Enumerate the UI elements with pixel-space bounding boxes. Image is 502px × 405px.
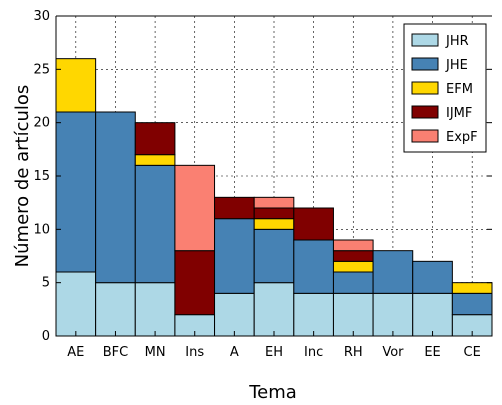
legend-swatch-ijmf [411,105,439,119]
bar-segment-jhr-eh [253,282,295,337]
bars [55,58,493,337]
bar-segment-jhe-vor [372,250,414,294]
y-tick-label: 30 [33,9,50,24]
legend-label-expf: ExpF [446,130,478,145]
bar-segment-expf-eh [253,196,295,209]
bar-segment-ijmf-inc [293,207,334,241]
x-tick-label-rh: RH [344,345,363,360]
y-tick-label: 25 [33,62,50,77]
y-tick-label: 0 [42,329,50,344]
x-axis-label: Tema [248,382,297,403]
bar-segment-ijmf-ins [174,250,216,316]
legend-label-jhr: JHR [445,34,469,49]
bar-segment-expf-rh [332,239,374,252]
bar-segment-efm-mn [134,154,176,166]
x-tick-label-eh: EH [265,345,283,360]
bar-segment-jhe-eh [253,228,295,284]
y-tick-label: 5 [42,276,50,291]
bar-segment-expf-ins [174,164,216,252]
bar-segment-ijmf-rh [332,250,374,262]
bar-segment-ijmf-eh [253,207,295,220]
bar-segment-ijmf-mn [134,122,176,156]
legend-swatch-jhe [411,57,439,71]
bar-segment-jhr-ae [55,271,97,337]
x-tick-label-bfc: BFC [103,345,128,360]
bar-segment-jhe-ce [451,292,493,316]
bar-segment-efm-rh [332,260,374,273]
bar-segment-jhr-mn [134,282,176,337]
legend-label-efm: EFM [446,82,473,97]
axes [55,15,492,337]
bar-segment-jhr-rh [332,292,374,337]
legend-swatch-efm [411,81,439,95]
x-tick-label-ce: CE [464,345,481,360]
x-tick-label-vor: Vor [382,345,404,360]
x-tick-label-mn: MN [145,345,166,360]
bar-segment-jhr-a [214,292,255,337]
x-tick-label-ee: EE [424,345,440,360]
legend-swatch-expf [411,129,439,143]
bar-segment-efm-ce [451,282,493,294]
bar-segment-jhr-ee [412,292,453,337]
bar-segment-jhe-ee [412,260,453,294]
bar-segment-ijmf-a [214,196,255,220]
legend-swatch-jhr [411,33,439,47]
x-tick-label-a: A [230,345,239,360]
x-tick-label-inc: Inc [304,345,323,360]
bar-segment-jhe-inc [293,239,334,294]
bar-segment-jhe-bfc [95,111,136,284]
bar-segment-jhr-vor [372,292,414,337]
bar-segment-jhr-bfc [95,282,136,337]
bar-segment-jhe-ae [55,111,97,273]
bar-segment-jhe-a [214,218,255,294]
legend: JHR JHE EFM IJMF ExpF [403,23,487,153]
bar-segment-jhr-inc [293,292,334,337]
tick-labels: 0 5 10 15 20 25 30 AE BFC MN Ins A EH Inc RH Vor EE CE [33,9,480,360]
y-tick-label: 15 [33,169,50,184]
bar-segment-jhe-rh [332,271,374,294]
y-tick-label: 10 [33,222,50,237]
bar-segment-efm-eh [253,218,295,230]
legend-label-ijmf: IJMF [446,106,472,121]
x-tick-label-ae: AE [67,345,84,360]
bar-segment-jhe-mn [134,164,176,284]
bar-segment-efm-ae [55,58,97,113]
legend-label-jhe: JHE [445,58,468,73]
y-axis-label: Número de artículos [12,85,33,268]
y-tick-label: 20 [33,116,50,131]
x-tick-label-ins: Ins [185,345,204,360]
